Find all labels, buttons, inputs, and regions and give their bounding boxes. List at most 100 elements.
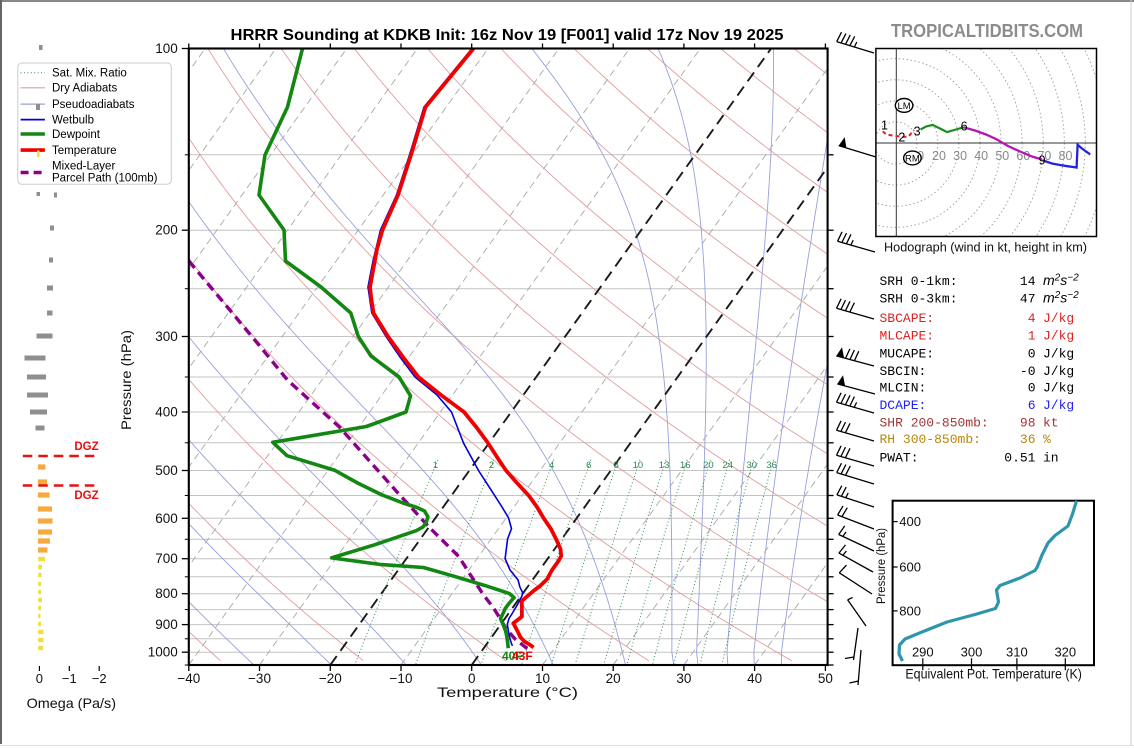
svg-text:Equivalent Pot. Temperature (K: Equivalent Pot. Temperature (K) <box>905 667 1082 682</box>
svg-text:4: 4 <box>549 460 554 471</box>
svg-text:DCAPE:: DCAPE: <box>880 398 927 413</box>
svg-text:36: 36 <box>1020 432 1036 447</box>
svg-text:Dry Adiabats: Dry Adiabats <box>52 83 117 95</box>
svg-text:1: 1 <box>433 460 438 471</box>
svg-text:Pseudoadiabats: Pseudoadiabats <box>52 99 135 111</box>
svg-text:Pressure (hPa): Pressure (hPa) <box>876 528 888 604</box>
svg-text:800: 800 <box>899 603 921 618</box>
svg-text:0.51: 0.51 <box>1004 451 1035 466</box>
svg-text:SBCAPE:: SBCAPE: <box>880 311 935 326</box>
svg-text:47: 47 <box>1020 292 1036 307</box>
svg-text:MLCIN:: MLCIN: <box>880 381 927 396</box>
svg-text:6: 6 <box>1028 398 1036 413</box>
svg-text:−10: −10 <box>390 671 413 686</box>
svg-text:DGZ: DGZ <box>74 490 98 502</box>
svg-text:9: 9 <box>1039 154 1046 168</box>
svg-text:m2s−2: m2s−2 <box>1043 272 1079 288</box>
svg-text:SRH 0-1km:: SRH 0-1km: <box>880 274 958 289</box>
svg-text:6: 6 <box>961 119 968 133</box>
svg-text:10: 10 <box>535 671 550 686</box>
svg-text:0: 0 <box>468 671 476 686</box>
svg-text:kt: kt <box>1043 415 1059 430</box>
svg-text:−20: −20 <box>319 671 342 686</box>
svg-text:m2s−2: m2s−2 <box>1043 290 1079 306</box>
svg-text:Hodograph (wind in kt, height: Hodograph (wind in kt, height in km) <box>884 241 1087 255</box>
svg-text:80: 80 <box>1059 149 1073 163</box>
svg-text:300: 300 <box>961 645 983 660</box>
svg-text:400: 400 <box>899 514 921 529</box>
svg-text:DGZ: DGZ <box>74 441 98 453</box>
svg-text:600: 600 <box>155 511 178 526</box>
svg-text:TROPICALTIDBITS.COM: TROPICALTIDBITS.COM <box>891 20 1083 41</box>
svg-text:SBCIN:: SBCIN: <box>880 364 927 379</box>
svg-text:Mixed-Layer: Mixed-Layer <box>52 160 115 172</box>
svg-text:50: 50 <box>995 149 1009 163</box>
svg-text:310: 310 <box>1006 645 1028 660</box>
svg-text:30: 30 <box>953 149 967 163</box>
svg-text:RH 300-850mb:: RH 300-850mb: <box>880 432 981 447</box>
svg-text:-0: -0 <box>1020 364 1036 379</box>
svg-text:MUCAPE:: MUCAPE: <box>880 346 935 361</box>
svg-text:40F: 40F <box>502 649 523 663</box>
svg-text:%: % <box>1043 432 1051 447</box>
svg-text:16: 16 <box>680 460 691 471</box>
svg-text:Wetbulb: Wetbulb <box>52 114 94 126</box>
svg-text:Sat. Mix. Ratio: Sat. Mix. Ratio <box>52 68 127 80</box>
svg-text:900: 900 <box>155 617 178 632</box>
svg-text:2: 2 <box>489 460 494 471</box>
svg-text:−1: −1 <box>62 671 77 686</box>
svg-text:4: 4 <box>1028 311 1036 326</box>
svg-text:43F: 43F <box>512 649 533 663</box>
svg-text:800: 800 <box>155 586 178 601</box>
svg-text:PWAT:: PWAT: <box>880 451 919 466</box>
svg-text:500: 500 <box>155 463 178 478</box>
svg-text:Temperature (°C): Temperature (°C) <box>437 684 578 700</box>
svg-text:40: 40 <box>747 671 762 686</box>
svg-text:SHR 200-850mb:: SHR 200-850mb: <box>880 415 989 430</box>
svg-text:40: 40 <box>974 149 988 163</box>
svg-text:0: 0 <box>36 671 43 686</box>
svg-text:0: 0 <box>1028 346 1036 361</box>
svg-text:J/kg: J/kg <box>1043 346 1074 361</box>
svg-text:300: 300 <box>155 329 178 344</box>
svg-text:200: 200 <box>155 223 178 238</box>
svg-text:36: 36 <box>766 460 777 471</box>
svg-text:RM: RM <box>905 154 920 165</box>
svg-text:320: 320 <box>1054 645 1076 660</box>
svg-text:Pressure (hPa): Pressure (hPa) <box>118 330 134 430</box>
svg-text:1: 1 <box>1028 329 1036 344</box>
svg-text:30: 30 <box>676 671 691 686</box>
svg-text:20: 20 <box>703 460 714 471</box>
svg-text:50: 50 <box>818 671 833 686</box>
svg-text:HRRR Sounding at KDKB Init: 16: HRRR Sounding at KDKB Init: 16z Nov 19 [… <box>231 27 784 44</box>
svg-text:J/kg: J/kg <box>1043 311 1074 326</box>
svg-text:MLCAPE:: MLCAPE: <box>880 329 935 344</box>
svg-text:2: 2 <box>898 131 905 145</box>
svg-text:20: 20 <box>932 149 946 163</box>
svg-text:13: 13 <box>659 460 670 471</box>
svg-text:600: 600 <box>899 560 921 575</box>
svg-text:100: 100 <box>155 41 178 56</box>
svg-text:J/kg: J/kg <box>1043 381 1074 396</box>
svg-text:0: 0 <box>1028 381 1036 396</box>
svg-text:in: in <box>1043 451 1059 466</box>
svg-text:10: 10 <box>633 460 644 471</box>
svg-text:1: 1 <box>881 119 888 133</box>
svg-text:6: 6 <box>586 460 591 471</box>
svg-text:J/kg: J/kg <box>1043 364 1074 379</box>
svg-text:290: 290 <box>912 645 934 660</box>
svg-text:14: 14 <box>1020 274 1036 289</box>
svg-text:30: 30 <box>746 460 757 471</box>
svg-text:98: 98 <box>1020 415 1036 430</box>
svg-text:700: 700 <box>155 551 178 566</box>
svg-text:Omega (Pa/s): Omega (Pa/s) <box>27 695 116 711</box>
svg-text:3: 3 <box>914 125 921 139</box>
svg-text:J/kg: J/kg <box>1043 398 1074 413</box>
svg-text:400: 400 <box>155 405 178 420</box>
svg-text:Dewpoint: Dewpoint <box>52 129 101 141</box>
svg-text:SRH 0-3km:: SRH 0-3km: <box>880 292 958 307</box>
svg-text:LM: LM <box>897 101 910 112</box>
svg-text:−30: −30 <box>248 671 271 686</box>
svg-text:1000: 1000 <box>148 645 178 660</box>
svg-text:J/kg: J/kg <box>1043 329 1074 344</box>
